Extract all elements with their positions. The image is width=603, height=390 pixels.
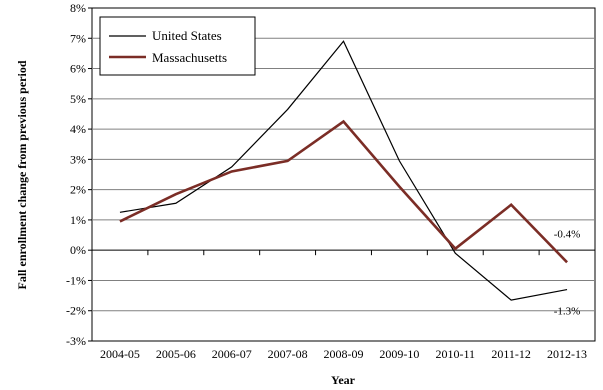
y-tick-label: 2% (70, 183, 86, 197)
y-tick-label: -3% (66, 334, 86, 348)
x-tick-label: 2006-07 (212, 347, 252, 361)
x-tick-label: 2010-11 (435, 347, 475, 361)
x-axis-ticks: 2004-05 2005-06 2006-07 2007-08 2008-09 2009-… (91, 250, 596, 361)
legend-label-massachusetts: Massachusetts (152, 50, 227, 65)
y-tick-label: 6% (70, 62, 86, 76)
x-tick-label: 2007-08 (268, 347, 308, 361)
data-annotation: -1.3% (554, 306, 581, 318)
data-annotation: -0.4% (554, 228, 581, 240)
y-tick-label: 0% (70, 243, 86, 257)
series-line-massachusetts (119, 119, 568, 264)
y-tick-label: -1% (66, 273, 86, 287)
y-tick-label: 5% (70, 92, 86, 106)
legend-box (99, 16, 256, 76)
x-tick-label: 2008-09 (324, 347, 364, 361)
series-line-united-states (119, 40, 568, 301)
x-tick-label: 2005-06 (156, 347, 196, 361)
y-axis-ticks: -3% -2% -1% 0% 1% 2% 3% 4% 5% 6% 7% 8% (66, 1, 92, 348)
y-tick-label: 7% (70, 31, 86, 45)
legend-label-united-states: United States (152, 28, 222, 43)
y-tick-label: 3% (70, 152, 86, 166)
y-tick-label: 8% (70, 1, 86, 15)
y-tick-label: 4% (70, 122, 86, 136)
x-tick-label: 2011-12 (491, 347, 531, 361)
x-tick-label: 2012-13 (547, 347, 587, 361)
y-axis-label: Fall enrollment change from previous per… (15, 60, 29, 289)
x-tick-label: 2004-05 (100, 347, 140, 361)
series-lines (119, 40, 568, 301)
x-tick-label: 2009-10 (379, 347, 419, 361)
annotations: -0.4% -1.3% (554, 228, 581, 317)
legend: United States Massachusetts (99, 16, 256, 76)
y-tick-label: -2% (66, 304, 86, 318)
y-tick-label: 1% (70, 213, 86, 227)
x-axis-label: Year (331, 373, 356, 387)
